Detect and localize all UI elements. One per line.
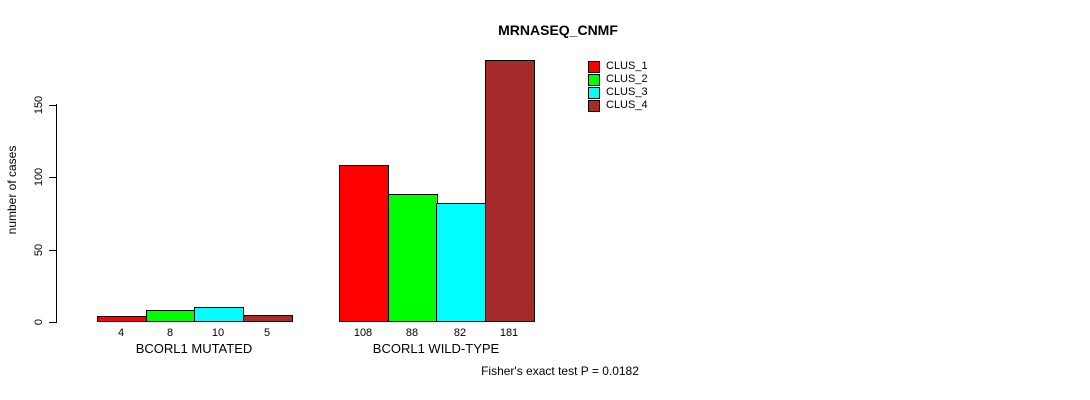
bar-value-label: 10 [211,327,225,339]
y-axis-line [56,104,57,323]
y-tick [49,250,56,251]
bar-value-label: 82 [453,327,467,339]
bar-value-label: 5 [263,327,271,339]
legend: CLUS_1 CLUS_2 CLUS_3 CLUS_4 [588,60,648,112]
y-tick-label: 150 [33,95,45,115]
bar-clus_4-group0 [243,315,293,322]
legend-item-clus_4: CLUS_4 [588,99,648,112]
legend-swatch-icon [588,99,600,112]
legend-item-label: CLUS_3 [606,86,648,98]
bar-value-label: 8 [166,327,174,339]
legend-swatch-icon [588,73,600,86]
y-tick-label: 0 [33,318,45,326]
bar-clus_2-group1 [388,194,438,322]
bar-clus_3-group0 [194,307,244,322]
bar-value-label: 181 [499,327,519,339]
legend-item-clus_1: CLUS_1 [588,60,648,73]
y-tick [49,177,56,178]
y-tick-label: 50 [33,243,45,257]
bar-clus_2-group0 [146,310,196,322]
bar-value-label: 88 [405,327,419,339]
chart-title: MRNASEQ_CNMF [498,22,618,38]
bar-clus_1-group1 [339,165,389,322]
y-axis-label: number of cases [5,145,19,235]
legend-item-clus_3: CLUS_3 [588,86,648,99]
y-tick [49,322,56,323]
bar-clus_3-group1 [436,203,486,322]
category-label-bcorl1-mutated: BCORL1 MUTATED [135,341,253,356]
legend-item-label: CLUS_4 [606,99,648,111]
legend-swatch-icon [588,86,600,99]
bar-clus_1-group0 [97,316,147,322]
legend-item-clus_2: CLUS_2 [588,73,648,86]
y-tick [49,105,56,106]
legend-item-label: CLUS_1 [606,60,648,72]
category-label-bcorl1-wild-type: BCORL1 WILD-TYPE [372,341,500,356]
fisher-test-annotation: Fisher's exact test P = 0.0182 [481,364,639,378]
bar-clus_4-group1 [485,60,535,322]
legend-item-label: CLUS_2 [606,73,648,85]
y-tick-label: 100 [33,167,45,187]
bar-value-label: 4 [117,327,125,339]
legend-swatch-icon [588,60,600,73]
bar-value-label: 108 [353,327,373,339]
